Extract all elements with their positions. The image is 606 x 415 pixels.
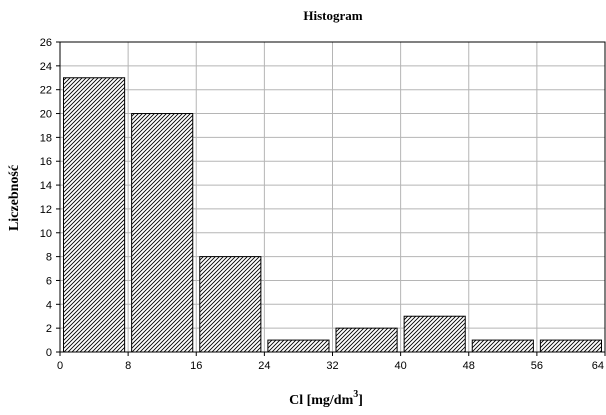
- x-tick-label: 64: [592, 360, 604, 372]
- y-tick-label: 22: [40, 85, 52, 97]
- y-tick-label: 10: [40, 228, 52, 240]
- y-axis-label: Liczebność: [7, 165, 22, 231]
- x-tick-label: 16: [190, 360, 202, 372]
- y-tick-label: 6: [46, 275, 52, 287]
- x-tick-label: 8: [125, 360, 131, 372]
- y-tick-label: 18: [40, 132, 52, 144]
- bars: [63, 77, 602, 353]
- y-tick-label: 2: [46, 323, 52, 335]
- x-tick-label: 24: [258, 360, 270, 372]
- y-tick-label: 20: [40, 109, 52, 121]
- x-tick-labels: 0 8 16 24 32 40 48 56 64: [57, 352, 606, 372]
- x-tick-label: 0: [57, 360, 63, 372]
- histogram-bar: [403, 315, 466, 353]
- histogram-bar: [131, 113, 194, 353]
- y-tick-label: 16: [40, 156, 52, 168]
- y-tick-label: 14: [40, 180, 52, 192]
- histogram-bar: [335, 327, 398, 353]
- histogram-bar: [539, 339, 602, 353]
- x-axis-label-main: Cl [mg/dm: [289, 393, 354, 408]
- x-tick-label: 32: [326, 360, 338, 372]
- y-tick-label: 4: [46, 299, 52, 311]
- histogram-bar: [267, 339, 330, 353]
- x-tick-label: 56: [531, 360, 543, 372]
- histogram-bar: [63, 77, 126, 353]
- x-axis-label-superscript: 3: [353, 389, 358, 400]
- y-tick-label: 0: [46, 347, 52, 359]
- y-tick-label: 24: [40, 61, 52, 73]
- x-axis-label: Cl [mg/dm3]: [289, 389, 363, 408]
- y-tick-label: 8: [46, 252, 52, 264]
- x-tick-label: 40: [395, 360, 407, 372]
- x-axis-label-tail: ]: [358, 393, 363, 408]
- chart-title: Histogram: [303, 8, 362, 23]
- histogram-bar: [471, 339, 534, 353]
- histogram-bar: [199, 256, 262, 353]
- y-tick-label: 12: [40, 204, 52, 216]
- x-tick-label: 48: [463, 360, 475, 372]
- y-tick-label: 26: [40, 37, 52, 49]
